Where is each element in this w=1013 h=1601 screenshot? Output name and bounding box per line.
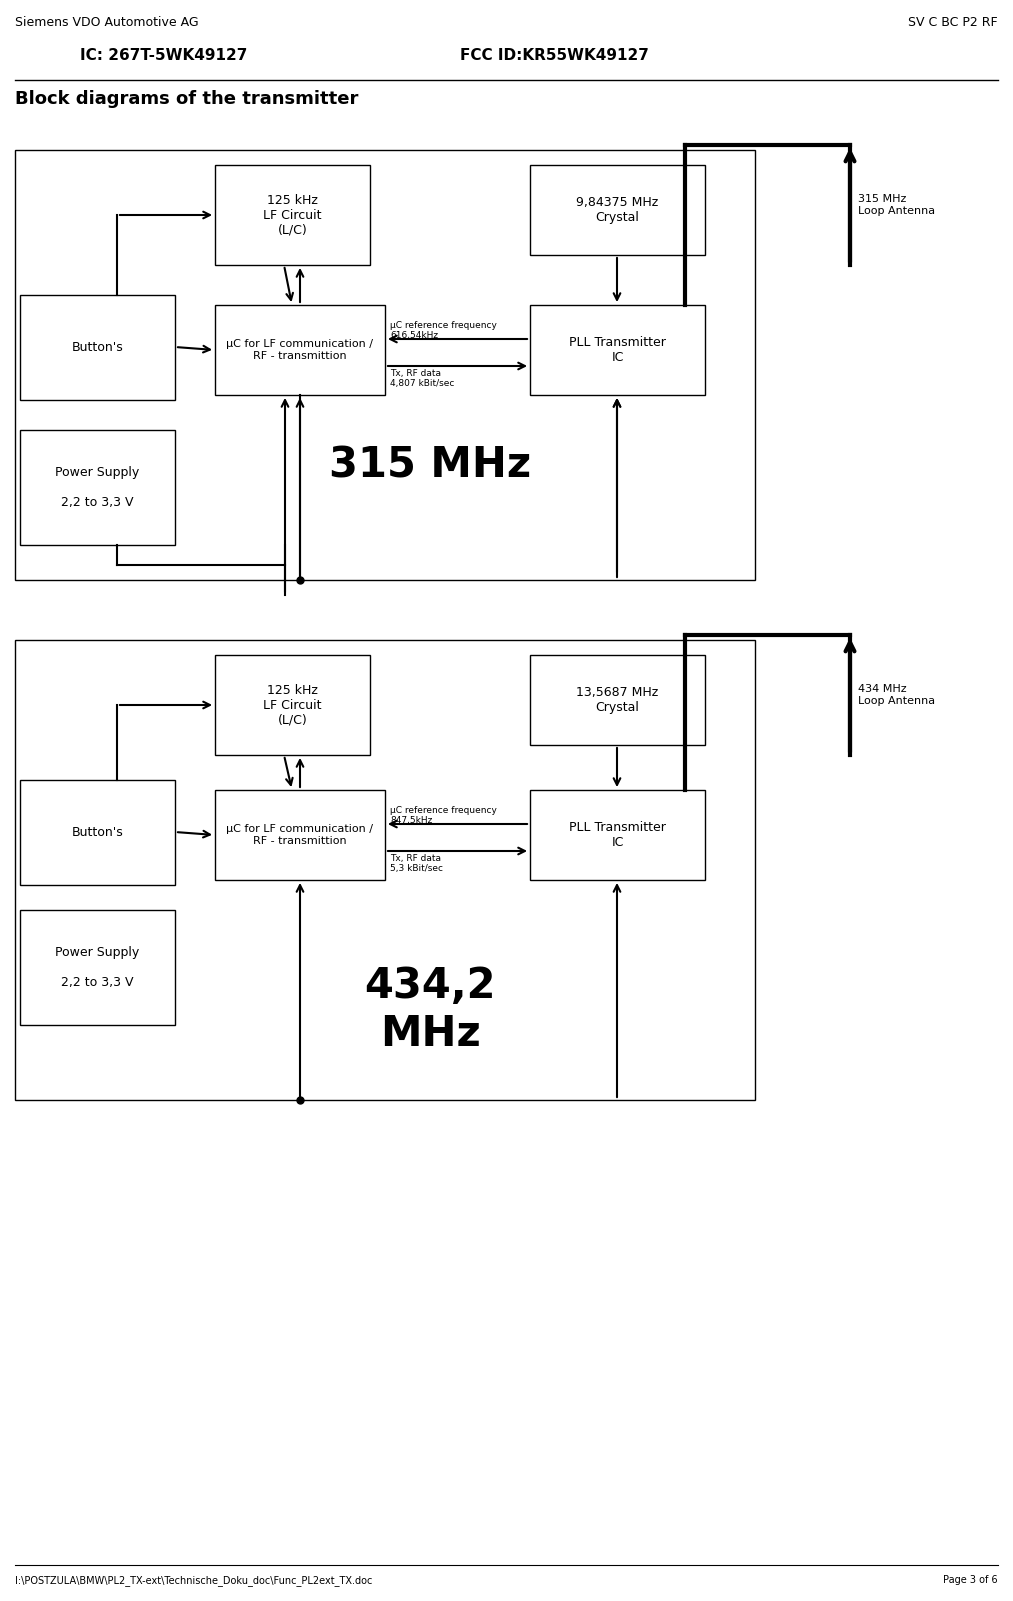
Text: 434 MHz
Loop Antenna: 434 MHz Loop Antenna bbox=[858, 684, 935, 706]
Text: Button's: Button's bbox=[72, 341, 124, 354]
Bar bbox=[15, 640, 755, 1100]
Bar bbox=[215, 789, 385, 881]
Bar bbox=[20, 780, 175, 885]
Text: Power Supply

2,2 to 3,3 V: Power Supply 2,2 to 3,3 V bbox=[56, 466, 140, 509]
Bar bbox=[530, 165, 705, 255]
Text: Tx, RF data
4,807 kBit/sec: Tx, RF data 4,807 kBit/sec bbox=[390, 368, 455, 389]
Text: μC for LF communication /
RF - transmittion: μC for LF communication / RF - transmitt… bbox=[227, 825, 374, 845]
Text: PLL Transmitter
IC: PLL Transmitter IC bbox=[569, 336, 666, 363]
Bar bbox=[20, 909, 175, 1025]
Text: I:\POSTZULA\BMW\PL2_TX-ext\Technische_Doku_doc\Func_PL2ext_TX.doc: I:\POSTZULA\BMW\PL2_TX-ext\Technische_Do… bbox=[15, 1575, 373, 1587]
Bar bbox=[20, 431, 175, 544]
Text: 434,2
MHz: 434,2 MHz bbox=[365, 965, 495, 1055]
Text: 125 kHz
LF Circuit
(L/C): 125 kHz LF Circuit (L/C) bbox=[263, 684, 322, 727]
Text: 315 MHz
Loop Antenna: 315 MHz Loop Antenna bbox=[858, 194, 935, 216]
Bar bbox=[530, 306, 705, 395]
Text: μC reference frequency
847,5kHz: μC reference frequency 847,5kHz bbox=[390, 805, 496, 826]
Text: Siemens VDO Automotive AG: Siemens VDO Automotive AG bbox=[15, 16, 199, 29]
Text: SV C BC P2 RF: SV C BC P2 RF bbox=[909, 16, 998, 29]
Text: Tx, RF data
5,3 kBit/sec: Tx, RF data 5,3 kBit/sec bbox=[390, 853, 443, 874]
Text: Power Supply

2,2 to 3,3 V: Power Supply 2,2 to 3,3 V bbox=[56, 946, 140, 989]
Bar bbox=[215, 165, 370, 266]
Text: PLL Transmitter
IC: PLL Transmitter IC bbox=[569, 821, 666, 849]
Text: μC reference frequency
616,54kHz: μC reference frequency 616,54kHz bbox=[390, 320, 496, 341]
Text: 13,5687 MHz
Crystal: 13,5687 MHz Crystal bbox=[576, 685, 658, 714]
Bar bbox=[530, 655, 705, 744]
Text: 125 kHz
LF Circuit
(L/C): 125 kHz LF Circuit (L/C) bbox=[263, 194, 322, 237]
Bar bbox=[20, 295, 175, 400]
Text: Button's: Button's bbox=[72, 826, 124, 839]
Text: Page 3 of 6: Page 3 of 6 bbox=[943, 1575, 998, 1585]
Text: FCC ID:KR55WK49127: FCC ID:KR55WK49127 bbox=[460, 48, 649, 62]
Text: 9,84375 MHz
Crystal: 9,84375 MHz Crystal bbox=[576, 195, 658, 224]
Text: 315 MHz: 315 MHz bbox=[329, 443, 531, 487]
Text: μC for LF communication /
RF - transmittion: μC for LF communication / RF - transmitt… bbox=[227, 339, 374, 360]
Bar bbox=[215, 306, 385, 395]
Text: Block diagrams of the transmitter: Block diagrams of the transmitter bbox=[15, 90, 359, 107]
Bar bbox=[215, 655, 370, 756]
Text: IC: 267T-5WK49127: IC: 267T-5WK49127 bbox=[80, 48, 247, 62]
Bar bbox=[15, 150, 755, 580]
Bar bbox=[530, 789, 705, 881]
